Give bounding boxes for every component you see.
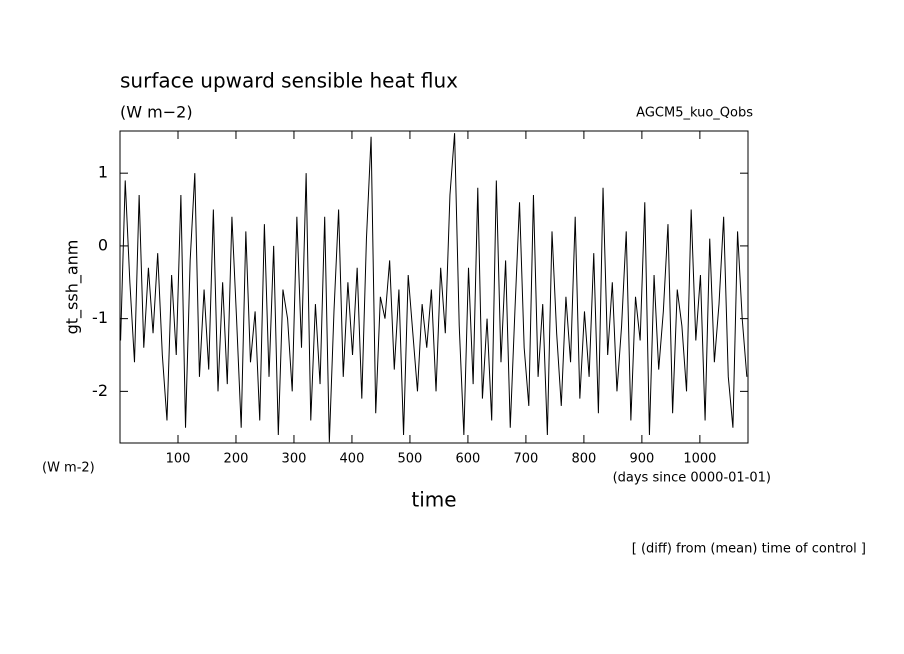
x-tick-label: 600 — [456, 452, 481, 467]
chart-subtitle: (W m−2) — [120, 103, 193, 122]
x-tick-label: 500 — [398, 452, 423, 467]
x-units: (days since 0000-01-01) — [613, 471, 771, 486]
x-tick-label: 900 — [629, 452, 654, 467]
x-tick-label: 700 — [513, 452, 538, 467]
y-axis-label: gt_ssh_anm — [63, 240, 83, 335]
plot-frame — [119, 130, 749, 444]
data-line — [120, 133, 748, 443]
y-tick-label: 0 — [98, 235, 108, 254]
annotation: AGCM5_kuo_Qobs — [636, 106, 753, 121]
x-tick-label: 400 — [340, 452, 365, 467]
y-tick-label: 1 — [98, 163, 108, 182]
x-tick-label: 300 — [282, 452, 307, 467]
y-units: (W m-2) — [42, 461, 95, 476]
y-tick-label: -1 — [92, 308, 108, 327]
x-tick-label: 800 — [571, 452, 596, 467]
y-tick-label: -2 — [92, 381, 108, 400]
x-axis-label: time — [411, 488, 456, 512]
x-tick-label: 200 — [224, 452, 249, 467]
x-tick-label: 100 — [166, 452, 191, 467]
chart-title: surface upward sensible heat flux — [120, 69, 458, 93]
footnote: [ (diff) from (mean) time of control ] — [632, 542, 866, 557]
x-tick-label: 1000 — [683, 452, 716, 467]
